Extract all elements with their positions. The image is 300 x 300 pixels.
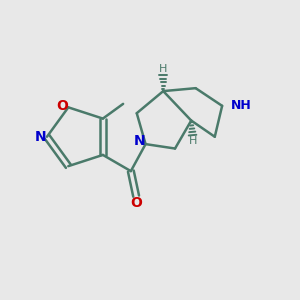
- Text: H: H: [159, 64, 167, 74]
- Text: H: H: [188, 136, 197, 146]
- Text: N: N: [35, 130, 46, 144]
- Text: NH: NH: [230, 99, 251, 112]
- Text: O: O: [130, 196, 142, 210]
- Text: N: N: [134, 134, 146, 148]
- Text: O: O: [56, 99, 68, 113]
